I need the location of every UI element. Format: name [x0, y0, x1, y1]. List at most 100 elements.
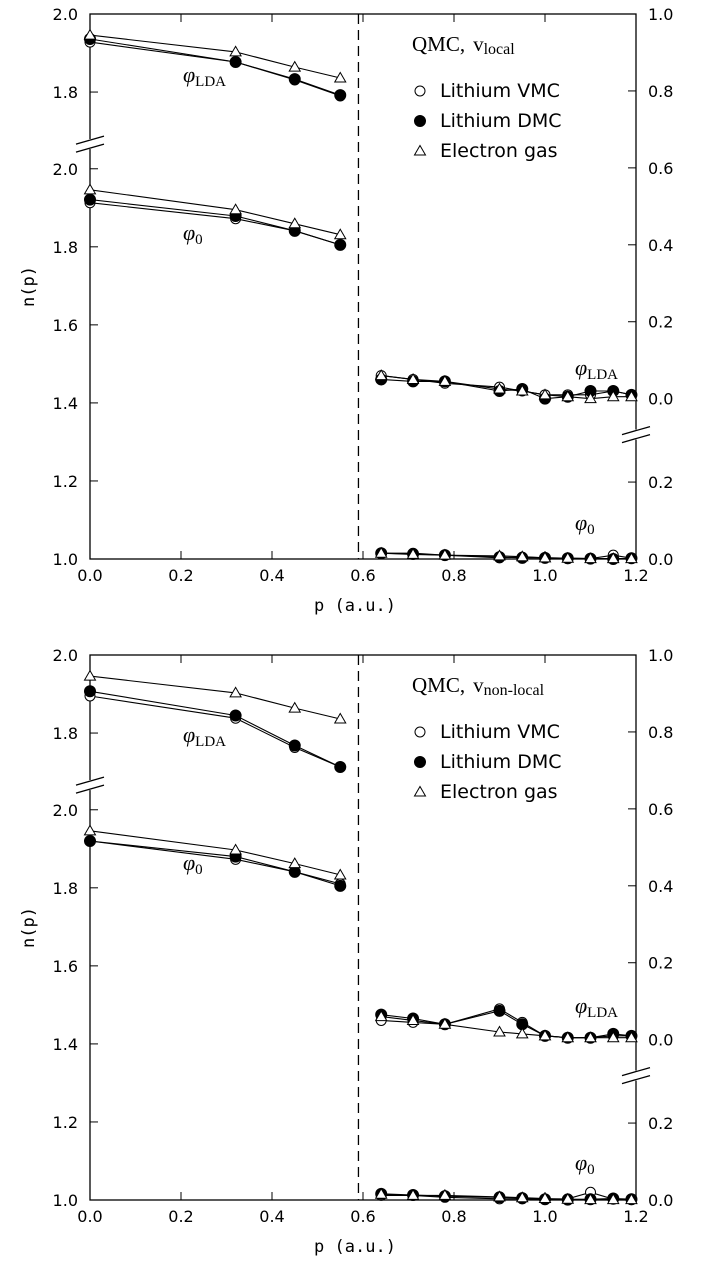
marker: [561, 1192, 575, 1204]
x-tick-label: 0.8: [441, 1207, 466, 1226]
marker: [288, 217, 302, 229]
legend-marker: [414, 115, 426, 127]
marker: [493, 1025, 506, 1037]
x-tick-label: 0.2: [168, 566, 193, 585]
y-tick-label: 2.0: [53, 801, 78, 820]
y2-tick-label: 0.2: [648, 473, 673, 492]
curve: [381, 1008, 632, 1039]
x-tick-label: 0.4: [259, 1207, 284, 1226]
marker: [333, 71, 347, 83]
curve-label: φLDA: [183, 722, 226, 750]
curve: [89, 34, 341, 79]
marker: [229, 45, 242, 57]
curve-label-subscript: 0: [587, 1162, 595, 1178]
marker: [83, 669, 97, 681]
marker: [406, 547, 420, 559]
axis-break-mark: [75, 776, 105, 786]
marker: [83, 28, 97, 40]
y2-tick-label: 1.0: [648, 5, 673, 24]
legend-label: Lithium VMC: [440, 721, 560, 743]
curve-label: φ0: [575, 1150, 595, 1178]
curve-label-symbol: φ: [183, 220, 195, 245]
legend-label: Lithium VMC: [440, 80, 560, 102]
marker: [515, 1027, 529, 1039]
marker: [83, 824, 97, 836]
y-tick-label: 2.0: [53, 160, 78, 179]
y2-tick-label: 0.4: [648, 877, 673, 896]
curve-label-symbol: φ: [575, 1150, 587, 1175]
curve: [89, 202, 341, 246]
title-symbol: v: [473, 673, 484, 697]
curve-label-symbol: φ: [575, 993, 587, 1018]
axis-break-mark: [75, 135, 105, 145]
curve-label: φ0: [183, 850, 203, 878]
marker: [515, 550, 529, 562]
marker: [493, 1004, 506, 1017]
y2-tick-label: 0.2: [648, 313, 673, 332]
marker: [229, 843, 242, 855]
panel: 0.0 0.2 0.4 0.6 0.8 1.0 1.2 1.0 1.2 1.4 1.6 1.8 2.0 1…: [19, 5, 673, 616]
marker: [538, 388, 552, 400]
marker: [374, 369, 388, 381]
curve: [381, 1016, 632, 1039]
axis-break-mark: [621, 433, 651, 444]
marker: [606, 1031, 620, 1043]
y-tick-label: 1.8: [53, 238, 78, 257]
axis-break-gap: [87, 780, 93, 791]
marker: [406, 1188, 420, 1200]
curve: [381, 1010, 632, 1039]
title-text: QMC,: [412, 32, 465, 56]
x-tick-label: 1.2: [623, 1207, 648, 1226]
curve-group: [374, 1186, 638, 1206]
curve: [89, 695, 341, 768]
curve: [89, 830, 341, 876]
marker: [84, 685, 96, 698]
axis-break-gap: [633, 1070, 639, 1081]
marker: [438, 1188, 452, 1200]
marker: [625, 390, 638, 402]
marker: [374, 1010, 388, 1022]
curve-label: φ0: [183, 220, 203, 248]
legend-marker: [414, 726, 426, 738]
marker: [288, 857, 302, 869]
curve-label-symbol: φ: [183, 62, 195, 87]
marker: [606, 1193, 620, 1205]
curve-group: [83, 183, 347, 251]
x-tick-label: 0.0: [77, 1207, 102, 1226]
curve-label-symbol: φ: [575, 510, 587, 535]
axis-break-mark: [75, 143, 105, 153]
marker: [625, 1031, 638, 1043]
panel: 0.0 0.2 0.4 0.6 0.8 1.0 1.2 1.0 1.2 1.4 1.6 1.8 2.0 1…: [19, 646, 673, 1257]
y2-tick-label: 0.0: [648, 1191, 673, 1210]
y-tick-label: 2.0: [53, 646, 78, 665]
axis-break-mark: [621, 1066, 651, 1077]
marker: [606, 390, 620, 402]
y2-tick-label: 0.6: [648, 800, 673, 819]
legend-marker: [414, 85, 426, 97]
curve-label-subscript: LDA: [195, 74, 226, 90]
axis-break-mark: [621, 425, 651, 436]
marker: [334, 89, 347, 102]
y-tick-label: 1.0: [53, 550, 78, 569]
marker: [374, 1187, 388, 1199]
marker: [374, 546, 388, 558]
y2-tick-label: 0.0: [648, 390, 673, 409]
curve-group: [374, 1003, 638, 1044]
marker: [493, 1190, 506, 1202]
curve-label-symbol: φ: [183, 850, 195, 875]
y-tick-label: 1.4: [53, 394, 78, 413]
y2-tick-label: 0.4: [648, 236, 673, 255]
y2-tick-label: 0.0: [648, 550, 673, 569]
curve-label: φLDA: [575, 355, 618, 383]
panel-title: QMC, vnon-local: [412, 673, 545, 699]
curve-label-symbol: φ: [575, 355, 587, 380]
x-tick-label: 0.6: [350, 566, 375, 585]
y-tick-label: 1.8: [53, 83, 78, 102]
marker: [333, 712, 347, 724]
marker: [229, 709, 242, 722]
curve: [89, 675, 341, 720]
marker: [438, 1017, 452, 1029]
curve: [381, 552, 632, 560]
y2-tick-label: 0.6: [648, 159, 673, 178]
